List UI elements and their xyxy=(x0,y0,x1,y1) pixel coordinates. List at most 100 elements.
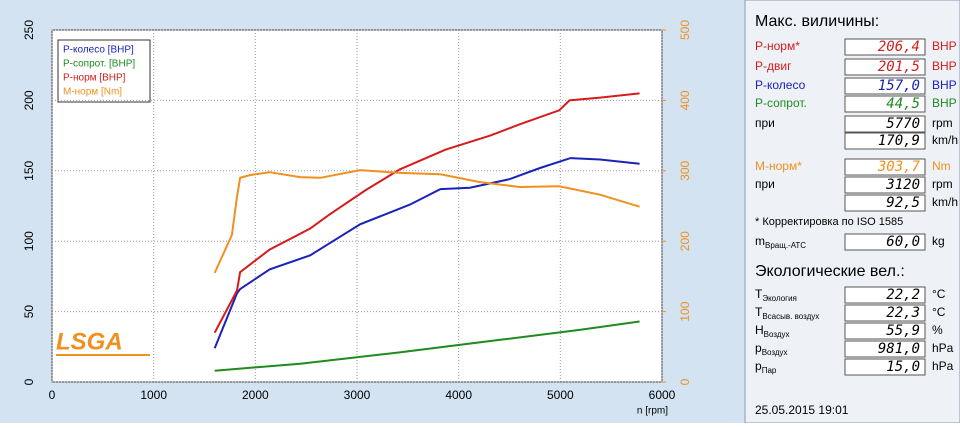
x-tick-label: 4000 xyxy=(445,388,472,402)
label-main: М-норм* xyxy=(755,159,802,173)
y-tick-label: 100 xyxy=(22,231,36,251)
y2-tick-label: 100 xyxy=(678,301,692,321)
value-box xyxy=(844,58,926,76)
field-value: 55,9 xyxy=(886,323,920,339)
value-box xyxy=(844,176,926,194)
value-box xyxy=(844,95,926,113)
field-unit: BHP xyxy=(932,96,957,110)
date: 25.05.2015 19:01 xyxy=(755,403,849,417)
field-unit: kg xyxy=(932,234,945,248)
field-value: 206,4 xyxy=(878,39,920,55)
label-sub: Воздух xyxy=(764,330,790,339)
field-unit: km/h xyxy=(932,133,958,147)
label-main: m xyxy=(755,234,765,248)
field-unit: Nm xyxy=(932,159,951,173)
value-box xyxy=(844,304,926,322)
value-box xyxy=(844,158,926,176)
label-sub: Всасыв. воздух xyxy=(762,312,819,321)
label-main: H xyxy=(755,323,764,337)
label-main: p xyxy=(755,341,762,355)
field-unit: km/h xyxy=(932,195,958,209)
x-tick-label: 1000 xyxy=(140,388,167,402)
field-unit: rpm xyxy=(932,116,953,130)
series-line xyxy=(213,169,640,274)
value-box xyxy=(844,115,926,133)
y2-tick-label: 400 xyxy=(678,90,692,110)
legend-entry: P-сопрот. [BHP] xyxy=(63,59,135,70)
field-label: TВсасыв. воздух xyxy=(755,305,819,321)
value-box xyxy=(844,132,926,150)
x-tick-label: 5000 xyxy=(547,388,574,402)
field-unit: °C xyxy=(932,287,946,301)
label-main: P-двиг xyxy=(755,59,792,73)
field-value: 157,0 xyxy=(878,78,920,94)
field-label: P-двиг xyxy=(755,59,792,73)
field-label: pПар xyxy=(755,359,777,375)
logo: LSGA xyxy=(56,328,123,355)
field-label: P-норм* xyxy=(755,39,800,53)
value-box xyxy=(844,38,926,56)
field-label: P-колесо xyxy=(755,78,806,92)
field-label: TЭкология xyxy=(755,287,797,303)
field-label: при xyxy=(755,177,775,191)
label-main: T xyxy=(755,287,763,301)
field-label: HВоздух xyxy=(755,323,790,339)
field-unit: BHP xyxy=(932,78,957,92)
y2-tick-label: 300 xyxy=(678,160,692,180)
field-value: 44,5 xyxy=(886,96,920,112)
label-sub: Пар xyxy=(762,366,777,375)
label-main: P-колесо xyxy=(755,78,806,92)
value-box xyxy=(844,194,926,212)
field-unit: BHP xyxy=(932,39,957,53)
series-line xyxy=(213,157,640,349)
field-unit: °C xyxy=(932,305,946,319)
y-tick-label: 250 xyxy=(22,20,36,40)
x-tick-label: 3000 xyxy=(344,388,371,402)
field-value: 3120 xyxy=(885,177,920,193)
field-value: 981,0 xyxy=(878,341,920,357)
plot-area xyxy=(51,29,663,383)
label-main: при xyxy=(755,177,775,191)
field-unit: BHP xyxy=(932,59,957,73)
legend-entry: P-колесо [BHP] xyxy=(63,45,134,56)
eco-title: Экологические вел.: xyxy=(755,263,905,280)
field-value: 170,9 xyxy=(878,133,920,149)
legend-entry: М-норм [Nm] xyxy=(63,87,122,98)
value-box xyxy=(844,358,926,376)
panel-note: * Корректировка по ISO 1585 xyxy=(755,216,903,228)
field-unit: % xyxy=(932,323,943,337)
field-label: при xyxy=(755,116,775,130)
field-value: 5770 xyxy=(886,116,920,132)
field-unit: hPa xyxy=(932,341,954,355)
field-value: 15,0 xyxy=(886,359,920,375)
series-line xyxy=(213,92,640,334)
field-value: 60,0 xyxy=(886,234,920,250)
series-line xyxy=(214,320,640,372)
label-main: P-сопрот. xyxy=(755,96,807,110)
value-box xyxy=(844,77,926,95)
field-unit: hPa xyxy=(932,359,954,373)
field-unit: rpm xyxy=(932,177,953,191)
value-box xyxy=(844,322,926,340)
label-sub: Экология xyxy=(762,294,797,303)
label-sub: Вращ.-АТС xyxy=(765,241,806,250)
label-sub: Воздух xyxy=(762,348,788,357)
x-tick-label: 0 xyxy=(49,388,56,402)
label-main: T xyxy=(755,305,763,319)
field-value: 201,5 xyxy=(878,59,920,75)
y-tick-label: 50 xyxy=(22,305,36,319)
value-box xyxy=(844,233,926,251)
x-tick-label: 2000 xyxy=(242,388,269,402)
y-tick-label: 200 xyxy=(22,90,36,110)
y2-tick-label: 0 xyxy=(678,378,692,385)
field-value: 22,3 xyxy=(886,305,920,321)
field-value: 92,5 xyxy=(886,195,920,211)
y-tick-label: 0 xyxy=(22,378,36,385)
panel-title: Макс. виличины: xyxy=(755,13,879,30)
field-label: pВоздух xyxy=(755,341,788,357)
label-main: P-норм* xyxy=(755,39,800,53)
value-box xyxy=(844,340,926,358)
field-value: 22,2 xyxy=(886,287,920,303)
value-box xyxy=(844,286,926,304)
